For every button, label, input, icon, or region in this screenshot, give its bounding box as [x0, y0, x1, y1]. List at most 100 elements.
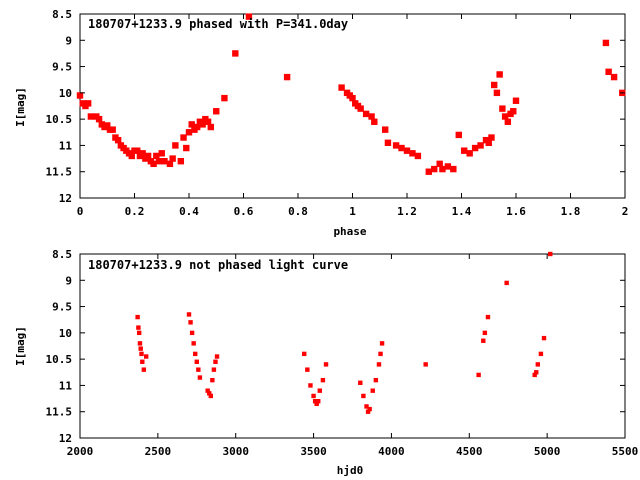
- data-point: [491, 81, 498, 89]
- y-tick-label: 10: [59, 327, 72, 340]
- y-axis-label: I[mag]: [14, 87, 27, 127]
- data-point: [409, 150, 416, 157]
- plot-frame: [79, 253, 626, 439]
- data-point: [538, 351, 544, 357]
- data-point: [205, 388, 210, 393]
- x-axis-label: phase: [333, 225, 366, 238]
- data-point: [512, 97, 520, 104]
- data-point: [172, 142, 179, 149]
- data-point: [398, 144, 405, 152]
- data-point: [466, 150, 473, 157]
- data-point: [95, 115, 103, 123]
- data-point: [338, 84, 345, 91]
- data-point: [431, 165, 438, 173]
- data-point: [186, 312, 192, 317]
- y-tick-label: 11: [59, 139, 73, 152]
- data-point: [188, 320, 193, 325]
- data-point: [308, 383, 313, 388]
- x-tick-label: 0.4: [179, 205, 199, 218]
- x-tick-label: 3000: [222, 445, 249, 458]
- data-point: [193, 351, 198, 357]
- data-point: [169, 155, 176, 162]
- data-point: [84, 100, 92, 107]
- data-point: [245, 13, 253, 20]
- data-point: [213, 359, 218, 364]
- data-point: [134, 147, 141, 154]
- y-tick-label: 9.5: [52, 301, 72, 314]
- data-point: [314, 401, 319, 407]
- data-point: [141, 367, 147, 372]
- data-point: [189, 330, 195, 336]
- data-point: [137, 341, 143, 346]
- data-point: [504, 280, 509, 286]
- y-tick-label: 9: [65, 274, 72, 287]
- x-tick-label: 2500: [145, 445, 172, 458]
- data-point: [185, 129, 193, 136]
- data-point: [403, 147, 411, 154]
- data-point: [180, 134, 187, 141]
- data-point: [207, 391, 212, 396]
- data-point: [436, 160, 443, 168]
- x-tick-label: 5000: [534, 445, 561, 458]
- data-point: [104, 122, 111, 129]
- data-point: [384, 139, 392, 146]
- data-point: [368, 113, 375, 120]
- data-point: [439, 165, 446, 173]
- axis-ticks: 2000 2500 3000 3500 4000 4500 5000 5500 8.5 9 9.5 1…: [46, 248, 639, 458]
- data-point: [191, 341, 196, 346]
- x-tick-label: 5500: [612, 445, 639, 458]
- y-tick-label: 8.5: [52, 8, 72, 21]
- data-point: [109, 126, 116, 133]
- data-point: [382, 126, 389, 133]
- data-point: [602, 39, 610, 47]
- data-point: [425, 168, 432, 175]
- data-point: [177, 158, 185, 165]
- data-point: [161, 158, 168, 165]
- phased-light-curve-panel: 0 0.2 0.4 0.6 0.8 1 1.2 1.4 1.6 1.8 2 8.5 9 9.5 10 10.5…: [14, 8, 628, 238]
- data-point: [504, 118, 512, 125]
- data-point: [450, 165, 457, 173]
- y-tick-label: 8.5: [52, 248, 72, 261]
- data-point: [139, 351, 144, 357]
- data-point: [213, 108, 220, 115]
- data-point: [501, 113, 509, 120]
- data-point: [367, 406, 372, 412]
- data-point: [211, 367, 217, 372]
- data-point: [499, 105, 506, 112]
- data-point: [166, 160, 174, 168]
- data-point: [76, 92, 84, 99]
- data-point: [214, 354, 220, 359]
- data-point: [373, 377, 379, 383]
- y-tick-label: 10: [59, 87, 72, 100]
- data-point: [221, 94, 228, 102]
- data-point: [378, 351, 383, 357]
- data-point: [144, 152, 152, 160]
- data-point: [317, 388, 322, 393]
- data-point: [197, 375, 203, 380]
- x-tick-label: 1.8: [561, 205, 581, 218]
- data-point: [477, 142, 484, 149]
- data-point: [361, 393, 366, 399]
- data-point: [548, 251, 553, 257]
- y-tick-label: 10.5: [46, 353, 73, 366]
- y-tick-label: 12: [59, 192, 72, 205]
- x-tick-label: 1.4: [452, 205, 472, 218]
- data-point: [444, 163, 452, 170]
- data-point: [232, 50, 239, 57]
- data-point: [379, 341, 385, 346]
- data-point: [302, 351, 307, 357]
- data-point: [158, 150, 165, 157]
- data-point: [153, 152, 160, 160]
- data-point: [376, 362, 382, 367]
- x-tick-label: 4000: [378, 445, 405, 458]
- data-points: [76, 13, 626, 175]
- data-point: [208, 393, 213, 399]
- x-tick-label: 1: [349, 205, 356, 218]
- data-point: [510, 108, 517, 115]
- data-point: [194, 359, 199, 364]
- data-point: [193, 123, 201, 131]
- data-point: [605, 68, 612, 76]
- data-point: [188, 121, 195, 128]
- data-point: [482, 330, 488, 336]
